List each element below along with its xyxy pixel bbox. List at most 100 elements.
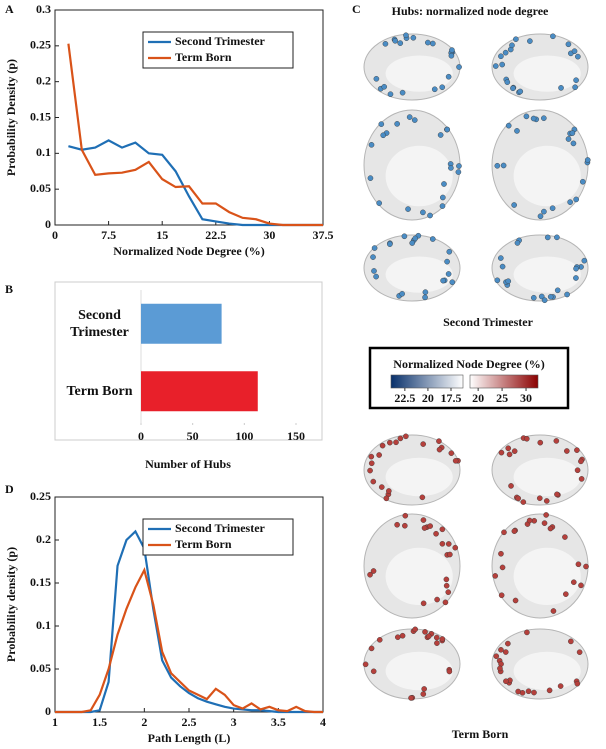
hub-node xyxy=(386,488,392,494)
x-tick-label: 3 xyxy=(231,715,237,729)
plot-frame xyxy=(54,281,323,441)
brain-shade xyxy=(385,55,453,92)
hub-node xyxy=(425,633,432,640)
panel-label: D xyxy=(5,482,14,496)
hub-node xyxy=(568,638,574,645)
hub-node xyxy=(446,668,453,675)
hub-node xyxy=(434,596,440,603)
hub-node xyxy=(399,89,406,96)
colorbar-tick-label: 22.5 xyxy=(394,391,415,405)
hub-node xyxy=(449,47,455,53)
data-line xyxy=(55,567,323,714)
hub-node xyxy=(498,647,504,653)
hub-node xyxy=(367,571,373,578)
hub-node xyxy=(367,175,374,181)
hub-node xyxy=(575,561,582,568)
hub-node xyxy=(380,132,387,139)
hub-node xyxy=(520,499,527,505)
hub-node xyxy=(392,38,399,44)
hub-node xyxy=(443,582,450,589)
hub-node xyxy=(444,258,450,265)
hub-node xyxy=(419,494,426,501)
hub-node xyxy=(541,115,547,121)
category-label-box: Term Born xyxy=(67,384,133,399)
brain-shade xyxy=(513,651,581,691)
hub-node xyxy=(511,528,518,534)
hub-node xyxy=(393,439,399,446)
hub-node xyxy=(433,530,439,537)
x-tick-label: 0 xyxy=(52,228,58,242)
hub-node xyxy=(399,291,405,297)
hub-node xyxy=(368,645,375,652)
brain-shade xyxy=(385,457,453,497)
colorbar-tick-label: 25 xyxy=(496,391,508,405)
hub-node xyxy=(546,687,553,694)
hub-node xyxy=(506,451,513,458)
hub-node xyxy=(368,453,375,460)
hub-node xyxy=(397,435,404,442)
x-axis-label: Path Length (L) xyxy=(148,731,231,745)
hub-node xyxy=(505,445,512,452)
hub-node xyxy=(405,206,411,212)
hub-node xyxy=(431,86,438,93)
hub-node xyxy=(574,447,580,453)
hub-node xyxy=(543,512,549,518)
hub-node xyxy=(436,438,442,444)
hub-node xyxy=(397,40,404,46)
hub-node xyxy=(381,83,387,90)
hub-node xyxy=(541,297,548,304)
hub-node xyxy=(541,208,547,215)
y-axis-label: Probability density (p) xyxy=(4,547,18,662)
hub-node xyxy=(575,53,581,60)
hub-node xyxy=(524,435,530,442)
hub-node xyxy=(574,467,581,474)
hub-node xyxy=(378,484,385,490)
x-tick-label: 150 xyxy=(287,429,305,443)
hub-node xyxy=(412,235,419,242)
x-tick-label: 1 xyxy=(52,715,58,729)
hub-node xyxy=(498,53,504,60)
hub-node xyxy=(510,85,516,92)
legend-label: Term Born xyxy=(175,50,232,64)
hub-node xyxy=(456,163,462,169)
hub-node xyxy=(370,478,377,485)
hub-node xyxy=(427,212,433,219)
hub-node xyxy=(514,128,520,134)
hub-node xyxy=(422,629,428,635)
x-tick-label: 2 xyxy=(141,715,147,729)
y-tick-label: 0 xyxy=(45,217,51,231)
y-tick-label: 0.1 xyxy=(36,618,51,632)
hub-node xyxy=(565,136,572,142)
hub-node xyxy=(455,169,462,175)
hub-node xyxy=(403,32,409,39)
hub-node xyxy=(563,591,569,597)
hub-node xyxy=(370,254,376,260)
hub-node xyxy=(573,265,579,272)
x-tick-label: 7.5 xyxy=(101,228,116,242)
bar xyxy=(141,371,258,412)
hub-node xyxy=(527,38,533,44)
data-line xyxy=(67,43,323,227)
hub-node xyxy=(543,498,550,504)
hub-node xyxy=(498,449,505,456)
y-tick-label: 0.05 xyxy=(30,181,51,195)
data-line xyxy=(68,139,323,227)
hub-node xyxy=(549,205,556,211)
legend-box xyxy=(142,518,294,556)
colorbar-tick-label: 20 xyxy=(472,391,484,405)
hub-node xyxy=(439,636,446,642)
hub-node xyxy=(430,40,436,47)
hub-node xyxy=(501,529,507,536)
hub-node xyxy=(387,91,394,97)
hub-node xyxy=(434,640,440,646)
hub-node xyxy=(565,41,572,48)
hub-node xyxy=(499,61,505,68)
hub-node xyxy=(362,661,369,668)
y-tick-label: 0.1 xyxy=(36,145,51,159)
panel-label: A xyxy=(5,2,14,16)
y-tick-label: 0.15 xyxy=(30,575,51,589)
x-tick-label: 3.5 xyxy=(271,715,286,729)
hub-node xyxy=(447,551,453,558)
brain-shade xyxy=(513,457,581,497)
